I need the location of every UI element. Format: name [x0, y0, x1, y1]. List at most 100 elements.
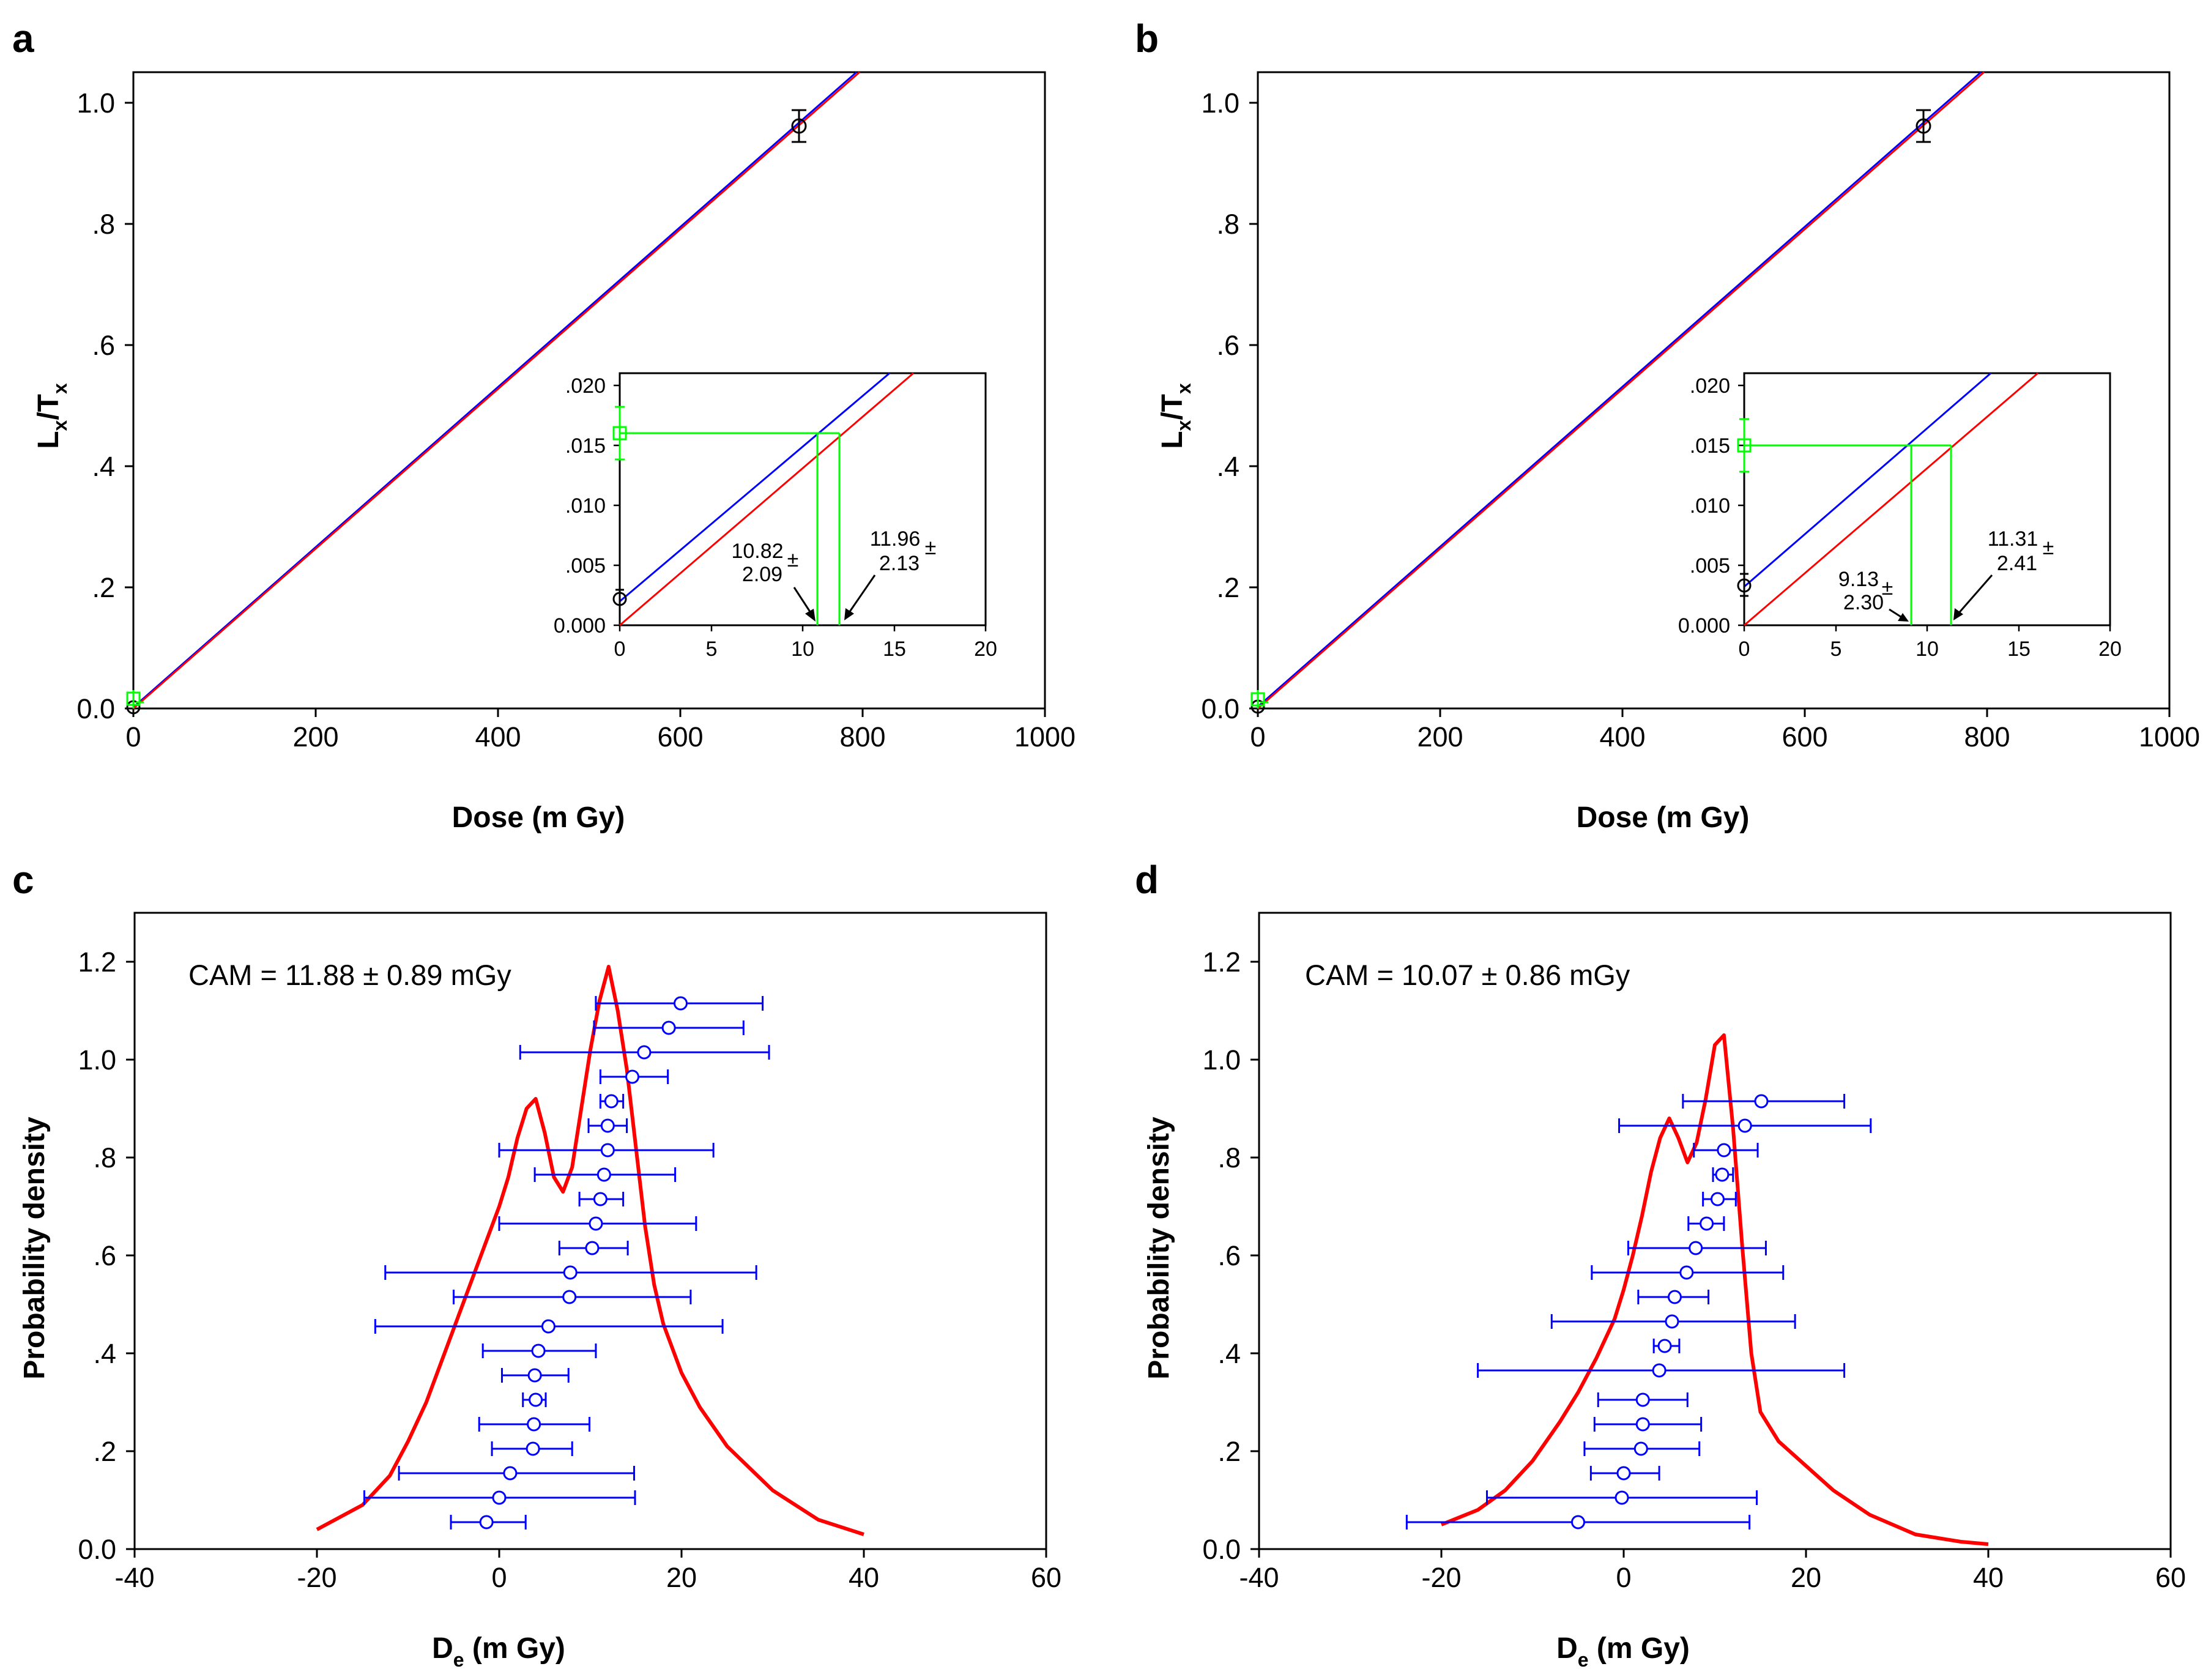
point-marker — [1689, 1241, 1703, 1255]
inset-x-tick: 10 — [791, 625, 814, 661]
x-tick-label: 600 — [1782, 721, 1827, 753]
point-marker — [1667, 1290, 1682, 1304]
inset-x-tick-label: 10 — [791, 637, 814, 661]
blue-fit-line — [133, 71, 857, 708]
x-axis-label-rest: (m Gy) — [1589, 1632, 1690, 1665]
point-marker — [674, 996, 688, 1011]
red-fit-line — [133, 71, 860, 710]
x-tick-label: 0 — [125, 721, 141, 753]
x-tick: 0 — [1616, 1549, 1632, 1593]
y-axis-label: Lx/Tx — [32, 383, 71, 449]
y-axis-label: Lx/Tx — [1156, 383, 1195, 449]
data-point — [1486, 1490, 1758, 1505]
x-tick: 20 — [666, 1549, 697, 1593]
x-tick-label: 60 — [2155, 1562, 2186, 1593]
x-tick-label: 20 — [1791, 1562, 1821, 1593]
point-marker — [661, 1020, 676, 1035]
x-tick-label: -20 — [1421, 1562, 1461, 1593]
x-tick: 400 — [1599, 708, 1646, 753]
y-axis-label: Probability density — [1143, 1117, 1175, 1380]
point-marker — [529, 1392, 543, 1407]
y-axis-label-sub: x — [49, 383, 71, 394]
data-point — [1702, 1192, 1737, 1206]
annotation-pm: ± — [925, 536, 937, 559]
x-axis-label: De (m Gy) — [1556, 1632, 1690, 1671]
plot-frame — [133, 912, 1047, 1550]
point-marker — [1615, 1490, 1629, 1505]
point-marker — [563, 1265, 578, 1280]
panel-b: b Lx/Tx Dose (m Gy) 0 200 400 600 800 10… — [1135, 17, 2200, 834]
inset-x-tick: 5 — [706, 625, 718, 661]
x-axis-label: Dose (m Gy) — [1577, 801, 1750, 834]
point-marker — [600, 1118, 615, 1133]
y-axis-label-sub: x — [1173, 383, 1195, 394]
data-point — [481, 1344, 597, 1358]
data-point — [450, 1515, 527, 1529]
point-marker — [600, 1143, 615, 1158]
point-marker — [1633, 1441, 1648, 1456]
point-marker — [503, 1466, 518, 1481]
y-tick: .2 — [93, 1436, 135, 1467]
data-point — [558, 1241, 629, 1255]
point-marker — [562, 1290, 577, 1304]
y-tick-label: 0.0 — [78, 1534, 116, 1565]
inset-y-tick-label: .020 — [1690, 374, 1730, 398]
y-axis-label-mid: /T — [32, 394, 65, 420]
point-marker — [585, 1241, 600, 1255]
x-tick: 0 — [125, 708, 141, 753]
x-tick-label: 400 — [1599, 721, 1645, 753]
svg-text:Lx/Tx: Lx/Tx — [1156, 383, 1195, 449]
x-tick: 1000 — [2139, 708, 2200, 753]
y-tick-label: 1.0 — [76, 87, 115, 119]
data-point — [1591, 1265, 1785, 1280]
y-tick-label: .2 — [93, 1436, 116, 1467]
data-point — [1693, 1143, 1759, 1158]
y-axis-label-main: L — [1156, 431, 1189, 448]
y-ticks: 0.0 .2 .4 .6 .8 1.0 — [1201, 87, 1258, 724]
x-tick-label: 200 — [1417, 721, 1463, 753]
inset-frame — [1743, 372, 2111, 626]
x-axis-label-main: D — [432, 1632, 453, 1665]
point-marker — [531, 1344, 546, 1358]
data-point — [593, 1020, 745, 1035]
annotation-error: 2.41 — [1997, 552, 2037, 575]
inset-y-tick-label: .015 — [1690, 434, 1730, 458]
y-tick: .4 — [92, 451, 133, 482]
point-marker — [1635, 1392, 1650, 1407]
data-point — [1589, 1466, 1660, 1481]
x-tick: 20 — [1791, 1549, 1821, 1593]
y-axis-label-main: L — [32, 431, 65, 448]
y-tick-label: .6 — [1216, 330, 1239, 361]
inset-y-tick-label: .020 — [565, 374, 606, 398]
inset-x-tick-label: 5 — [1830, 637, 1842, 661]
x-tick-label: 0 — [1250, 721, 1265, 753]
inset-x-tick: 0 — [614, 625, 625, 661]
point-marker — [1717, 1143, 1731, 1158]
y-tick: 1.0 — [78, 1044, 135, 1076]
annotation-pm: ± — [787, 548, 799, 571]
y-tick-label: 1.2 — [1202, 946, 1241, 978]
inset-blue-line — [1744, 372, 1991, 588]
inset-natural-point — [1737, 573, 1752, 597]
x-ticks: 0 200 400 600 800 1000 — [125, 708, 1076, 753]
inset-red-line — [1744, 372, 2038, 626]
point-marker — [1715, 1167, 1730, 1182]
data-point — [1637, 1290, 1710, 1304]
inset-plot: 0 5 10 15 20 0.000 .005 .010 .015 .020 — [554, 372, 997, 661]
data-point — [533, 1167, 677, 1182]
y-tick: .8 — [93, 1142, 135, 1173]
plot-frame — [1258, 912, 2172, 1550]
annotation-value: 11.31 — [1988, 527, 2038, 551]
inset-x-tick-label: 5 — [706, 637, 718, 661]
x-tick-label: 40 — [1973, 1562, 2004, 1593]
inset-y-tick-label: 0.000 — [1678, 614, 1730, 637]
data-point — [1550, 1314, 1796, 1329]
x-tick: 0 — [1250, 708, 1266, 753]
inset-y-tick: 0.000 — [1678, 614, 1744, 637]
x-axis-label-main: D — [1556, 1632, 1578, 1665]
inset-y-tick-label: .010 — [1690, 494, 1730, 518]
x-tick: 40 — [849, 1549, 879, 1593]
x-tick-label: -40 — [114, 1562, 154, 1593]
point-marker — [625, 1069, 640, 1084]
